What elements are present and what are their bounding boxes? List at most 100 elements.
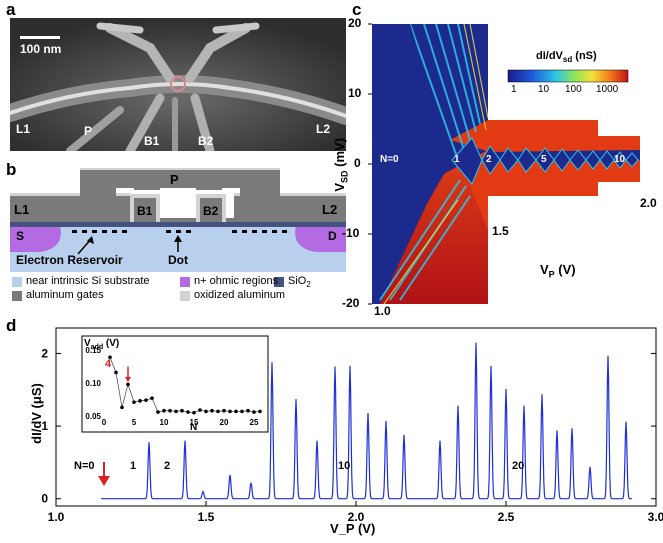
ohmic-source [10,226,61,252]
device-label-B1: B1 [137,204,153,218]
inset-point [174,409,178,414]
conductance-chart: 1.0 1.5 2.0 2.5 3.0 0 1 2 0 5 10 15 20 25 0.05 0.10 0.… [0,318,663,538]
panel-letter-d: d [6,316,17,335]
inset-ytick-label: 0.10 [85,379,101,388]
colorbar-tick-1: 1 [511,84,517,95]
gate-p [80,170,280,196]
scalebar [20,36,60,39]
device-cross-section: P L1 L2 B1 B2 S D Electron Reservoir Dot… [10,160,346,305]
xtick-label: 2.5 [498,510,515,524]
inset-point [120,405,124,410]
inset-ytick-label: 0.05 [85,412,101,421]
inset-xtick-label: 15 [190,418,199,427]
panel-letter-a: a [6,0,16,19]
device-label-B2: B2 [203,204,219,218]
conductance-trace [101,342,632,500]
ytick-neg20: -20 [342,296,360,310]
annotation-n0: N=0 [74,460,95,472]
sem-label-P: P [84,124,93,138]
diamond-label-5: 5 [541,154,547,165]
inset-point [192,410,196,415]
ytick-20: 20 [348,16,362,30]
diamond-label-2: 2 [486,154,492,165]
ytick-label: 1 [41,419,48,433]
inset-point [216,409,220,414]
ohmic-drain [295,226,346,252]
device-label-D: D [328,229,337,243]
device-label-S: S [16,229,25,243]
sio2-layer [10,222,346,227]
inset-point [210,408,214,413]
corner-label-1-0: 1.0 [374,304,391,318]
legend-label-aluminum: aluminum gates [26,289,104,301]
stability-diagram: 20 10 0 -10 -20 VSD (mV) 1.0 1.5 2.0 VP … [332,0,663,318]
diamond-label-10: 10 [614,154,626,165]
xtick-label: 2.0 [348,510,365,524]
annotation-n2: 2 [164,460,171,472]
inset-xtick-label: 5 [132,418,137,427]
gate-b1 [134,198,156,222]
inset-point [144,398,148,402]
inset-point [156,410,160,414]
inset-xtick-label: 0 [102,418,107,427]
colorbar-tick-100: 100 [565,84,582,95]
xtick-label: 1.5 [198,510,215,524]
colorbar-tick-10: 10 [538,84,550,95]
diamond-label-n0: N=0 [380,154,399,165]
inset-point [252,410,256,414]
xtick-label: 1.0 [48,510,65,524]
inset-xtick-label: 20 [220,418,229,427]
corner-label-1-5: 1.5 [492,224,509,238]
sem-label-B1: B1 [144,134,160,148]
ytick-neg10: -10 [342,226,360,240]
inset-point [150,396,154,400]
inset-point [114,370,118,375]
legend-label-substrate: near intrinsic Si substrate [26,275,150,287]
ytick-0: 0 [354,156,361,170]
inset-point [186,410,190,414]
electron-reservoir-label: Electron Reservoir [16,253,123,267]
annotation-n10: 10 [338,460,351,472]
inset-point [246,408,250,413]
inset-point [204,409,208,414]
inset-xtick-label: 25 [250,418,259,427]
annotation-n1: 1 [130,460,137,472]
inset-point [258,409,262,414]
diamond-label-1: 1 [454,154,460,165]
stability-xlabel: VP (V) [540,262,576,280]
legend-label-oxidized: oxidized aluminum [194,289,286,301]
ytick-10: 10 [348,86,362,100]
xtick-label: 3.0 [648,510,663,524]
legend-swatch-ohmic [180,277,190,287]
inset-point [132,400,136,404]
inset-xtick-label: 10 [160,418,169,427]
inset-point [126,382,130,387]
sem-image: 100 nm L1 P B1 B2 L2 [10,18,346,151]
annotation-n20: 20 [512,460,525,472]
lead-gates [10,196,346,222]
inset-point [138,399,142,403]
ytick-label: 2 [41,346,48,360]
dot-marker [170,76,186,92]
ytick-label: 0 [41,492,48,506]
colorbar-tick-1000: 1000 [596,84,619,95]
inset-point [108,355,112,360]
inset-point [168,408,172,413]
device-label-P: P [170,172,179,187]
sem-label-L2: L2 [316,122,331,136]
inset-frame [81,335,269,433]
inset-arrow-head [125,377,131,383]
device-label-L2: L2 [322,202,338,217]
inset-arrow-label: 4 [105,358,112,370]
sem-label-B2: B2 [198,134,214,148]
sem-gates [10,22,346,151]
inset-point [234,409,238,414]
conductance-xlabel: V_P (V) [330,521,376,536]
colorbar [507,69,629,83]
inset-point [198,408,202,412]
inset-point [240,409,244,414]
legend-swatch-oxidized [180,291,190,301]
colorbar-title: dI/dVsd (nS) [536,50,597,65]
inset-point [162,408,166,413]
legend-label-sio2: SiO2 [288,275,311,290]
